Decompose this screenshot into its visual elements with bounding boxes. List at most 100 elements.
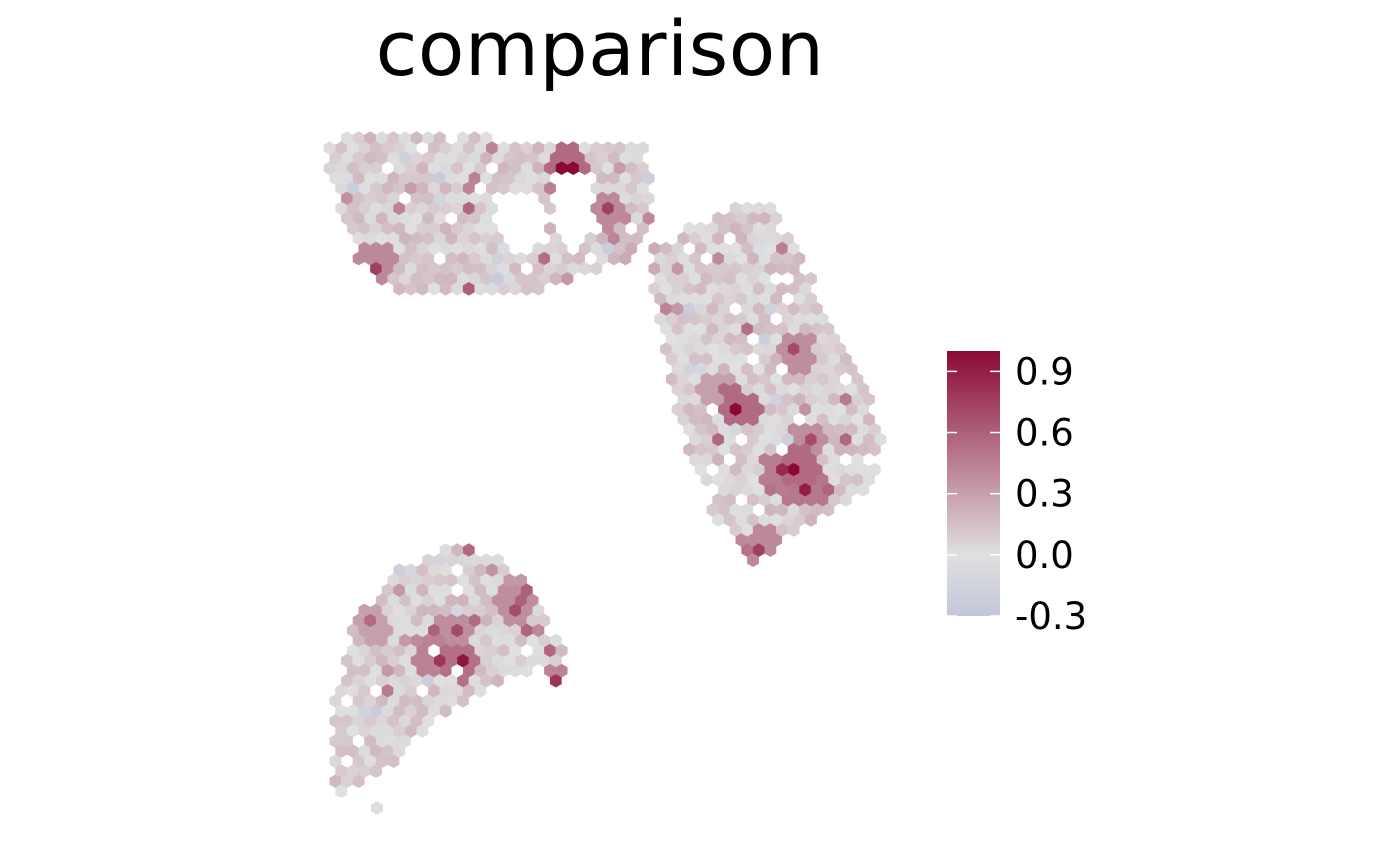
hex-spot [810,442,823,457]
hex-spot [428,282,440,296]
hex-spot [364,131,377,145]
hex-spot [660,302,672,316]
hex-spot [845,442,858,457]
hex-spot [683,382,696,397]
hex-spot [404,161,417,175]
hex-spot [422,674,435,688]
hex-spot [445,231,458,246]
hex-spot [810,503,823,517]
hex-spot [822,342,835,356]
hex-spot [439,221,452,236]
hex-spot [491,633,504,648]
hex-spot [665,251,678,266]
hex-spot [439,181,452,196]
hex-spot [689,251,701,266]
hex-spot [683,322,696,336]
hex-spot [764,422,777,437]
hex-spot [341,674,353,688]
hex-spot [433,231,446,246]
hex-spot [515,271,527,286]
hex-spot [805,493,817,507]
hex-spot [497,161,510,175]
hex-spot [828,472,841,487]
hex-spot [352,674,365,688]
hex-spot [468,271,481,286]
hex-spot [404,583,417,598]
hex-spot [451,282,464,296]
hex-spot [718,442,730,457]
hex-spot [370,704,382,718]
hex-spot [735,533,748,547]
hex-spot [520,282,533,296]
hex-spot [375,714,388,728]
hex-spot [781,352,794,366]
hex-spot [718,422,730,437]
hex-spot [700,412,713,427]
hex-spot [352,251,365,266]
hex-spot [741,382,754,397]
hex-spot [718,241,730,256]
hex-spot [445,151,458,165]
hex-spot [358,684,371,698]
hex-spot [567,261,580,276]
hex-spot [770,372,783,387]
hex-spot [399,694,411,708]
hex-spot [770,231,783,246]
hex-spot [851,452,864,467]
hex-spot [439,704,452,718]
hex-spot [619,251,632,266]
hex-spot [671,402,684,417]
hex-spot [549,251,562,266]
hex-spot [515,171,527,186]
hex-spot [625,181,638,196]
hex-spot [863,412,875,427]
hex-spot [781,432,794,447]
hex-spot [491,151,504,165]
hex-spot [636,201,649,216]
hex-spot [700,372,713,387]
hex-spot [578,141,591,155]
hex-spot [457,191,469,206]
hex-spot [735,452,748,467]
hex-spot [439,663,452,678]
hex-spot [654,292,667,306]
hex-spot [787,382,800,397]
hex-spot [776,523,788,537]
hex-spot [410,633,423,648]
hex-spot [497,663,510,678]
hex-spot [474,282,487,296]
hex-spot [428,221,440,236]
hex-spot [387,653,400,668]
hex-spot [555,141,568,155]
hex-spot [741,462,754,477]
hex-spot [486,583,498,598]
hex-spot [590,261,603,276]
hex-spot [370,241,382,256]
hex-spot [718,503,730,517]
hex-spot [770,432,783,447]
hex-spot [538,271,551,286]
hex-spot [787,422,800,437]
hex-spot [486,643,498,658]
hex-spot [410,674,423,688]
hex-spot [613,221,626,236]
hex-spot [399,131,411,145]
hex-spot [399,593,411,608]
hex-spot [747,472,759,487]
hex-spot [428,663,440,678]
hex-spot [404,221,417,236]
hex-spot [364,714,377,728]
hex-spot [694,342,707,356]
hex-spot [497,141,510,155]
hex-spot [799,442,812,457]
hex-spot [648,282,661,296]
hex-spot [422,251,435,266]
hex-spot [816,392,829,407]
hex-spot [665,312,678,326]
hex-spot [497,181,510,196]
hex-spot [468,191,481,206]
hex-spot [387,613,400,628]
hex-spot [445,674,458,688]
hex-spot [416,663,429,678]
hex-spot [474,563,487,577]
